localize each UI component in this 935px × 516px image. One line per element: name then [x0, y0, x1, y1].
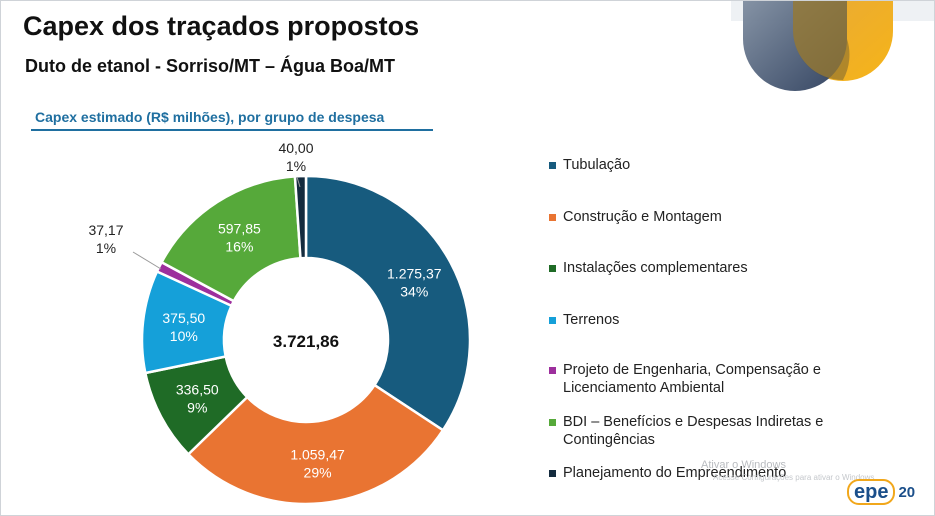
legend-label: BDI – Benefícios e Despesas Indiretas e C…	[563, 413, 823, 449]
data-label-percent: 34%	[400, 284, 428, 300]
data-label-value: 597,85	[218, 221, 261, 237]
legend-item: Terrenos	[549, 311, 619, 329]
donut-slice	[293, 174, 308, 260]
label-leader-line	[132, 251, 162, 270]
donut-slice	[304, 174, 472, 432]
legend-swatch	[549, 265, 556, 272]
data-label-percent: 1%	[286, 158, 306, 174]
legend-item: Instalações complementares	[549, 259, 748, 277]
legend-label-line: Instalações complementares	[563, 260, 748, 276]
data-label-value: 37,17	[88, 222, 123, 238]
legend-item: Projeto de Engenharia, Compensação e Lice…	[549, 361, 821, 397]
logo-brand: epe	[847, 479, 896, 505]
data-label-value: 40,00	[278, 140, 313, 156]
legend-label: Instalações complementares	[563, 259, 748, 277]
legend-label-line: Projeto de Engenharia, Compensação e	[563, 362, 821, 378]
logo-suffix: 20	[898, 483, 916, 501]
donut-slice	[186, 383, 445, 506]
legend-label: Planejamento do Empreendimento	[563, 464, 786, 482]
donut-center-total: 3.721,86	[273, 332, 339, 351]
legend-label-line: BDI – Benefícios e Despesas Indiretas e	[563, 414, 824, 430]
page-title: Capex dos traçados propostos	[23, 11, 420, 41]
legend-item: BDI – Benefícios e Despesas Indiretas e C…	[549, 413, 823, 449]
chart-title: Capex estimado (R$ milhões), por grupo d…	[35, 109, 385, 125]
legend-label-line: Construção e Montagem	[563, 209, 722, 225]
legend-swatch	[549, 419, 556, 426]
data-label-percent: 10%	[170, 328, 198, 344]
chart-title-underline	[31, 129, 433, 131]
data-label-percent: 29%	[304, 464, 332, 480]
data-label-percent: 9%	[187, 400, 207, 416]
label-leader-line	[296, 176, 301, 188]
data-label-value: 1.059,47	[290, 446, 345, 462]
legend-item: Planejamento do Empreendimento	[549, 464, 786, 482]
page-subtitle: Duto de etanol - Sorriso/MT – Água Boa/M…	[25, 56, 396, 76]
legend-label-line: Licenciamento Ambiental	[563, 380, 725, 396]
legend-label-line: Terrenos	[563, 312, 620, 328]
data-label-value: 1.275,37	[387, 266, 442, 282]
legend-item: Tubulação	[549, 156, 630, 174]
legend-item: Construção e Montagem	[549, 208, 722, 226]
legend-label: Terrenos	[563, 311, 619, 329]
data-label-value: 336,50	[176, 382, 219, 398]
legend-label: Tubulação	[563, 156, 630, 174]
data-label-value: 375,50	[162, 310, 205, 326]
watermark-settings: Acesse Configurações para ativar o Windo…	[713, 473, 877, 482]
legend-label-line: Contingências	[563, 432, 655, 448]
legend-swatch	[549, 317, 556, 324]
data-label-percent: 1%	[96, 240, 116, 256]
legend-label-line: Planejamento do Empreendimento	[563, 465, 787, 481]
epe-logo: epe 20	[847, 479, 915, 505]
legend-swatch	[549, 214, 556, 221]
legend-swatch	[549, 162, 556, 169]
watermark-activate: Ativar o Windows	[701, 459, 786, 471]
decorative-shapes	[731, 1, 934, 101]
legend-label-line: Tubulação	[563, 157, 631, 173]
legend-label: Construção e Montagem	[563, 208, 722, 226]
legend-swatch	[549, 470, 556, 477]
legend-swatch	[549, 367, 556, 374]
legend-label: Projeto de Engenharia, Compensação e Lice…	[563, 361, 821, 397]
data-label-percent: 16%	[225, 239, 253, 255]
donut-slice	[159, 175, 302, 303]
